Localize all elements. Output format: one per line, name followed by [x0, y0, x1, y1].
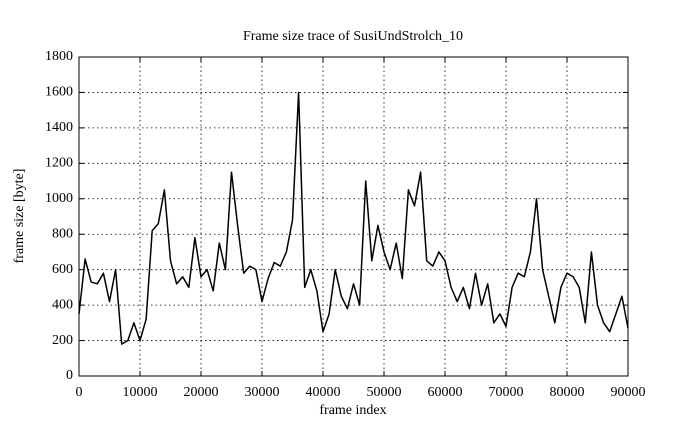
x-tick-label: 20000	[184, 385, 219, 400]
y-tick-label: 0	[66, 368, 73, 383]
chart-title: Frame size trace of SusiUndStrolch_10	[243, 29, 463, 44]
x-tick-label: 50000	[367, 385, 402, 400]
x-tick-label: 80000	[550, 385, 585, 400]
y-tick-label: 1600	[45, 85, 73, 100]
x-tick-label: 30000	[245, 385, 280, 400]
x-tick-label: 90000	[611, 385, 646, 400]
plot-frame	[78, 56, 629, 377]
y-tick-label: 1000	[45, 191, 73, 206]
y-tick-label: 600	[52, 262, 73, 277]
y-tick-label: 200	[52, 333, 73, 348]
y-tick-label: 1200	[45, 156, 73, 171]
x-tick-label: 10000	[123, 385, 158, 400]
x-tick-label: 70000	[489, 385, 524, 400]
x-tick-label: 60000	[428, 385, 463, 400]
y-tick-label: 1400	[45, 120, 73, 135]
y-axis-label: frame size [byte]	[12, 169, 27, 264]
y-tick-label: 1800	[45, 49, 73, 64]
x-tick-label: 0	[76, 385, 83, 400]
x-axis-label: frame index	[319, 403, 386, 418]
y-tick-label: 400	[52, 297, 73, 312]
y-tick-label: 800	[52, 226, 73, 241]
x-tick-label: 40000	[306, 385, 341, 400]
data-line	[78, 91, 629, 345]
